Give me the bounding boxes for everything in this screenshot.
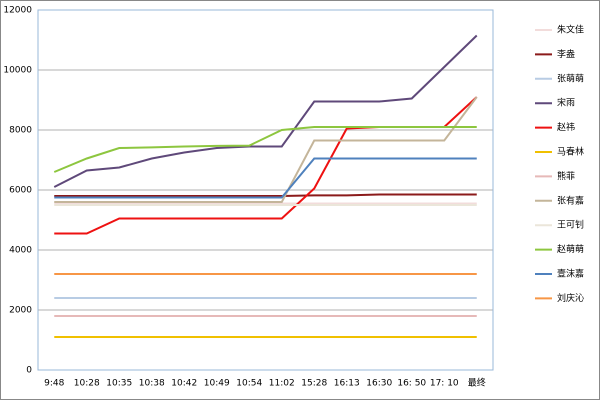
legend-label: 赵祎 [557, 121, 575, 133]
y-tick-label: 0 [26, 366, 32, 376]
legend-label: 赵萌萌 [557, 243, 584, 255]
x-tick-label: 16:13 [334, 379, 360, 389]
legend-label: 刘庆沁 [557, 292, 584, 304]
x-tick-label: 10:49 [204, 379, 230, 389]
x-tick-label: 10:54 [236, 379, 262, 389]
legend-label: 宋雨 [557, 97, 575, 109]
legend-label: 张萌萌 [557, 72, 584, 84]
x-tick-label: 10:42 [171, 379, 197, 389]
x-tick-label: 9:48 [44, 379, 64, 389]
x-tick-label: 10:28 [74, 379, 100, 389]
x-tick-label: 11:02 [269, 379, 295, 389]
y-tick-label: 4000 [9, 246, 32, 256]
y-tick-label: 12000 [3, 6, 32, 16]
y-tick-label: 2000 [9, 306, 32, 316]
y-tick-label: 10000 [3, 66, 32, 76]
x-tick-label: 最终 [468, 377, 486, 389]
legend-label: 熊菲 [557, 170, 575, 182]
x-tick-label: 16:30 [366, 379, 392, 389]
series-line [54, 96, 478, 203]
x-tick-label: 10:35 [106, 379, 132, 389]
x-tick-label: 15:28 [301, 379, 327, 389]
plot-border [37, 9, 494, 371]
x-tick-label: 16: 50 [397, 379, 426, 389]
series-line [53, 34, 478, 188]
series-line [54, 157, 477, 199]
y-tick-label: 6000 [9, 186, 32, 196]
legend-label: 马春林 [557, 146, 584, 158]
x-tick-label: 10:38 [139, 379, 165, 389]
legend-label: 李盎 [557, 48, 575, 60]
series-line [54, 193, 477, 197]
series-line [53, 126, 477, 173]
legend-label: 壹沫嘉 [557, 268, 584, 280]
x-tick-label: 17: 10 [430, 379, 459, 389]
legend-label: 朱文佳 [557, 24, 584, 36]
legend-label: 王可钊 [557, 219, 584, 231]
y-tick-label: 8000 [9, 126, 32, 136]
legend-label: 张有嘉 [557, 194, 584, 206]
